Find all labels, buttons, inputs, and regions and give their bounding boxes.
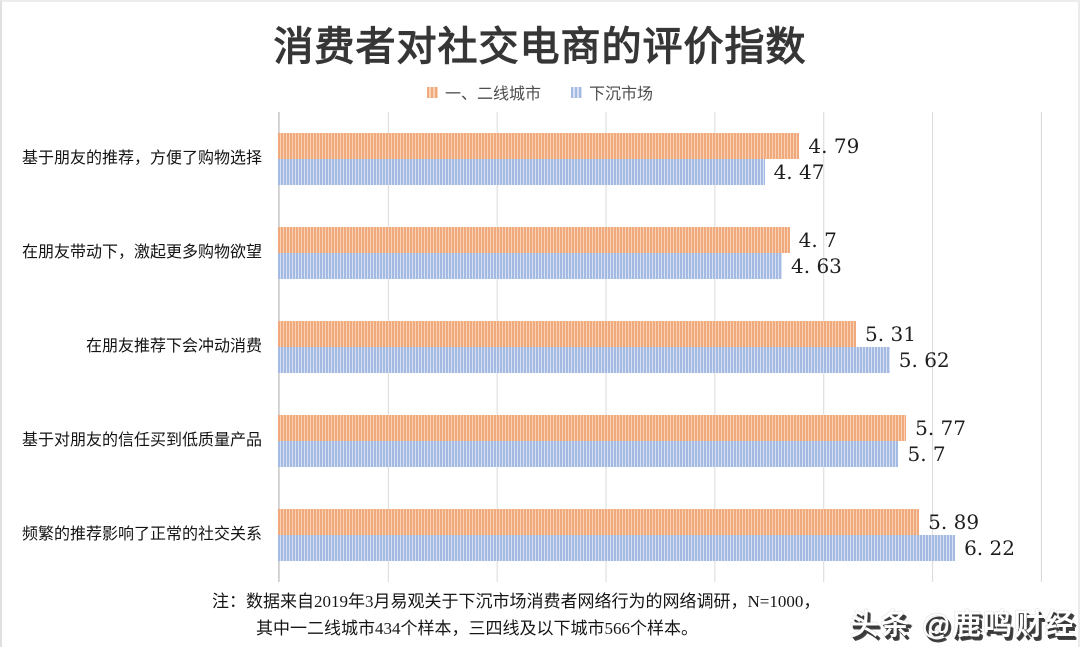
chart-rows: 基于朋友的推荐，方便了购物选择 4. 79 4. 47 在朋友带动下，激起更多购… xyxy=(2,112,1078,582)
bar-value-sinking-market: 4. 63 xyxy=(791,254,842,278)
legend-label-sinking-market: 下沉市场 xyxy=(589,86,654,103)
watermark: 头条 @鹿鸣财经 xyxy=(849,609,1076,641)
bar-value-tier12: 4. 79 xyxy=(808,134,860,158)
chart-row: 基于对朋友的信任买到低质量产品 5. 77 5. 7 xyxy=(2,394,1078,488)
category-label: 基于朋友的推荐，方便了购物选择 xyxy=(21,150,262,167)
bar-tier12 xyxy=(278,321,857,347)
bar-line-tier12: 5. 77 xyxy=(278,415,1040,441)
bar-sinking-market xyxy=(278,159,765,185)
legend: 一、二线城市 下沉市场 xyxy=(2,80,1078,104)
bar-sinking-market xyxy=(278,535,956,561)
bar-group: 4. 7 4. 63 xyxy=(278,227,1040,279)
legend-item-sinking-market: 下沉市场 xyxy=(571,80,653,104)
bar-chart: 基于朋友的推荐，方便了购物选择 4. 79 4. 47 在朋友带动下，激起更多购… xyxy=(2,112,1078,582)
chart-title: 消费者对社交电商的评价指数 xyxy=(273,24,807,69)
category-label: 在朋友推荐下会冲动消费 xyxy=(85,338,262,355)
bar-value-tier12: 5. 31 xyxy=(865,322,916,346)
footnote-line1: 注：数据来自2019年3月易观关于下沉市场消费者网络行为的网络调研，N=1000… xyxy=(212,592,821,611)
bar-line-sinking-market: 5. 62 xyxy=(278,347,1040,373)
bar-line-sinking-market: 4. 47 xyxy=(278,159,1040,185)
category-label: 基于对朋友的信任买到低质量产品 xyxy=(21,432,262,449)
bar-line-sinking-market: 6. 22 xyxy=(278,535,1040,561)
legend-item-tier12: 一、二线城市 xyxy=(426,80,541,104)
bar-tier12 xyxy=(278,133,800,159)
chart-row: 在朋友带动下，激起更多购物欲望 4. 7 4. 63 xyxy=(2,206,1078,300)
bar-value-sinking-market: 6. 22 xyxy=(964,536,1015,560)
bar-tier12 xyxy=(278,415,907,441)
category-label: 频繁的推荐影响了正常的社交关系 xyxy=(21,526,262,543)
bar-sinking-market xyxy=(278,441,899,467)
bar-line-tier12: 5. 31 xyxy=(278,321,1040,347)
legend-swatch-orange-icon xyxy=(426,86,438,98)
footnote-line2: 其中一二线城市434个样本，三四线及以下城市566个样本。 xyxy=(256,619,698,638)
bar-value-tier12: 5. 89 xyxy=(928,510,980,534)
category-label: 在朋友带动下，激起更多购物欲望 xyxy=(21,244,262,261)
bar-group: 5. 77 5. 7 xyxy=(278,415,1040,467)
bar-line-tier12: 4. 7 xyxy=(278,227,1040,253)
bar-line-sinking-market: 4. 63 xyxy=(278,253,1040,279)
chart-row: 在朋友推荐下会冲动消费 5. 31 5. 62 xyxy=(2,300,1078,394)
bar-line-sinking-market: 5. 7 xyxy=(278,441,1040,467)
bar-group: 5. 89 6. 22 xyxy=(278,509,1040,561)
bar-sinking-market xyxy=(278,253,782,279)
chart-row: 频繁的推荐影响了正常的社交关系 5. 89 6. 22 xyxy=(2,488,1078,582)
chart-row: 基于朋友的推荐，方便了购物选择 4. 79 4. 47 xyxy=(2,112,1078,206)
bar-tier12 xyxy=(278,509,920,535)
footnote: 注：数据来自2019年3月易观关于下沉市场消费者网络行为的网络调研，N=1000… xyxy=(212,588,820,642)
bar-value-sinking-market: 4. 47 xyxy=(773,160,825,184)
bar-tier12 xyxy=(278,227,790,253)
bar-value-tier12: 5. 77 xyxy=(915,416,966,440)
legend-swatch-blue-icon xyxy=(571,86,582,98)
bar-value-tier12: 4. 7 xyxy=(798,228,837,252)
bar-value-sinking-market: 5. 62 xyxy=(898,348,950,372)
bar-group: 4. 79 4. 47 xyxy=(278,133,1040,185)
bar-line-tier12: 5. 89 xyxy=(278,509,1040,535)
bar-value-sinking-market: 5. 7 xyxy=(907,442,946,466)
bar-group: 5. 31 5. 62 xyxy=(278,321,1040,373)
legend-label-tier12: 一、二线城市 xyxy=(444,86,541,103)
bar-line-tier12: 4. 79 xyxy=(278,133,1040,159)
bar-sinking-market xyxy=(278,347,890,373)
